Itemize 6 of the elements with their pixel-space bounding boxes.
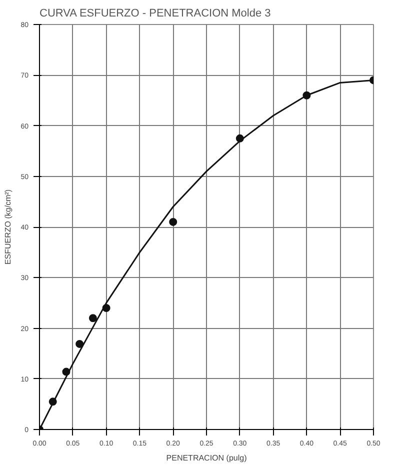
point xyxy=(88,314,97,322)
y-axis-title: ESFUERZO (kg/cm²) xyxy=(4,189,13,265)
point xyxy=(76,340,84,348)
x-axis-title: PENETRACION (pulg) xyxy=(166,454,248,462)
chart-title: CURVA ESFUERZO - PENETRACION Molde 3 xyxy=(40,8,271,20)
point xyxy=(169,218,178,226)
